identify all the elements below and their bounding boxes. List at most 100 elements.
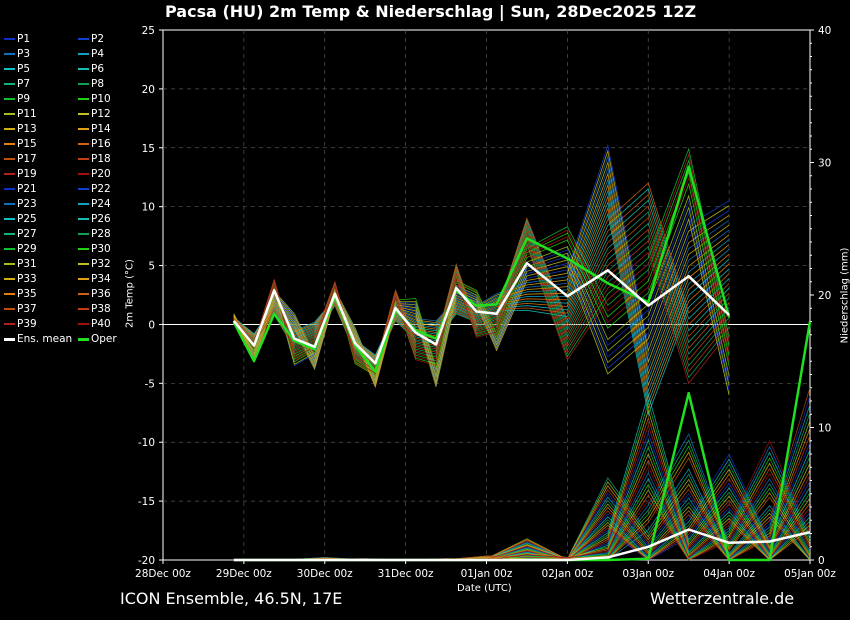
x-tick-label: 28Dec 00z bbox=[135, 568, 191, 580]
y-left-tick-label: 20 bbox=[142, 84, 155, 96]
y-left-tick-label: -5 bbox=[145, 378, 155, 390]
legend-label: P11 bbox=[17, 108, 37, 120]
legend-label: P26 bbox=[91, 213, 111, 225]
legend-item: P34 bbox=[78, 272, 111, 287]
legend-item: P29 bbox=[4, 242, 37, 257]
x-tick-label: 02Jan 00z bbox=[541, 568, 593, 580]
temp-member-line bbox=[233, 170, 730, 375]
legend-item: P4 bbox=[78, 47, 104, 62]
legend-item: P27 bbox=[4, 227, 37, 242]
legend-swatch bbox=[78, 68, 89, 70]
legend-label: P5 bbox=[17, 63, 31, 75]
legend-label: P38 bbox=[91, 303, 111, 315]
legend-item: Oper bbox=[78, 332, 117, 347]
legend-label: P13 bbox=[17, 123, 37, 135]
temp-member-line bbox=[233, 201, 730, 404]
legend-label: P25 bbox=[17, 213, 37, 225]
legend-label: P15 bbox=[17, 138, 37, 150]
legend-swatch bbox=[78, 188, 89, 190]
legend-label: P34 bbox=[91, 273, 111, 285]
legend-swatch bbox=[4, 188, 15, 190]
legend-item: Ens. mean bbox=[4, 332, 72, 347]
temp-member-line bbox=[233, 240, 730, 385]
legend-swatch bbox=[4, 293, 15, 295]
legend-item: P14 bbox=[78, 122, 111, 137]
legend-swatch bbox=[4, 68, 15, 70]
temp-member-line bbox=[233, 205, 730, 365]
legend-item: P10 bbox=[78, 92, 111, 107]
x-tick-label: 31Dec 00z bbox=[378, 568, 434, 580]
legend-item: P32 bbox=[78, 257, 111, 272]
legend-label: P1 bbox=[17, 33, 31, 45]
legend-swatch bbox=[4, 248, 15, 250]
y-left-tick-label: -10 bbox=[138, 437, 155, 449]
legend-label: P33 bbox=[17, 273, 37, 285]
legend-item: P30 bbox=[78, 242, 111, 257]
legend-swatch bbox=[78, 278, 89, 280]
temp-member-line bbox=[233, 205, 730, 384]
legend-item: P3 bbox=[4, 47, 30, 62]
temp-member-line bbox=[233, 165, 730, 375]
model-label: ICON Ensemble, 46.5N, 17E bbox=[120, 589, 343, 608]
legend-item: P17 bbox=[4, 152, 37, 167]
legend-item: P8 bbox=[78, 77, 104, 92]
legend-label: P28 bbox=[91, 228, 111, 240]
legend-item: P12 bbox=[78, 107, 111, 122]
legend-label: P6 bbox=[91, 63, 105, 75]
legend-label: P23 bbox=[17, 198, 37, 210]
precip-member-line bbox=[233, 427, 811, 561]
legend-swatch bbox=[4, 218, 15, 220]
temp-member-line bbox=[233, 149, 730, 386]
legend-label: Ens. mean bbox=[17, 333, 73, 345]
legend-swatch bbox=[78, 113, 89, 115]
legend-swatch bbox=[78, 158, 89, 160]
legend-item: P2 bbox=[78, 32, 104, 47]
x-axis-label: Date (UTC) bbox=[457, 583, 512, 594]
legend-item: P7 bbox=[4, 77, 30, 92]
y-left-tick-label: 5 bbox=[148, 261, 155, 273]
legend-swatch bbox=[78, 38, 89, 40]
legend-swatch bbox=[4, 263, 15, 265]
legend-label: P20 bbox=[91, 168, 111, 180]
legend-label: P24 bbox=[91, 198, 111, 210]
legend-label: P21 bbox=[17, 183, 37, 195]
legend-label: P17 bbox=[17, 153, 37, 165]
legend-swatch bbox=[4, 53, 15, 55]
legend-label: P29 bbox=[17, 243, 37, 255]
legend-item: P36 bbox=[78, 287, 111, 302]
legend-item: P6 bbox=[78, 62, 104, 77]
temp-member-line bbox=[233, 200, 730, 383]
legend-swatch bbox=[78, 248, 89, 250]
y-right-tick-label: 30 bbox=[818, 158, 831, 170]
legend-item: P18 bbox=[78, 152, 111, 167]
legend-swatch bbox=[78, 233, 89, 235]
legend-item: P1 bbox=[4, 32, 30, 47]
y-axis-left-label: 2m Temp (°C) bbox=[124, 259, 136, 328]
legend-swatch bbox=[78, 323, 89, 325]
legend-item: P11 bbox=[4, 107, 37, 122]
y-right-tick-label: 10 bbox=[818, 423, 831, 435]
y-left-tick-label: 10 bbox=[142, 202, 155, 214]
y-right-tick-label: 20 bbox=[818, 290, 831, 302]
y-right-tick-label: 0 bbox=[818, 555, 825, 567]
legend-swatch bbox=[78, 53, 89, 55]
x-tick-label: 04Jan 00z bbox=[703, 568, 755, 580]
legend-label: P8 bbox=[91, 78, 105, 90]
temp-oper-line bbox=[232, 165, 731, 373]
legend-label: P3 bbox=[17, 48, 31, 60]
legend-swatch bbox=[78, 308, 89, 310]
legend-item: P23 bbox=[4, 197, 37, 212]
legend-label: P14 bbox=[91, 123, 111, 135]
legend-swatch bbox=[78, 128, 89, 130]
temp-mean-line bbox=[232, 261, 730, 365]
legend-swatch bbox=[78, 98, 89, 100]
legend-swatch bbox=[4, 203, 15, 205]
legend-item: P25 bbox=[4, 212, 37, 227]
legend-item: P15 bbox=[4, 137, 37, 152]
temp-member-line bbox=[233, 182, 730, 377]
legend-label: Oper bbox=[91, 333, 117, 345]
legend-item: P13 bbox=[4, 122, 37, 137]
legend-label: P16 bbox=[91, 138, 111, 150]
x-tick-label: 29Dec 00z bbox=[216, 568, 272, 580]
legend-item: P21 bbox=[4, 182, 37, 197]
